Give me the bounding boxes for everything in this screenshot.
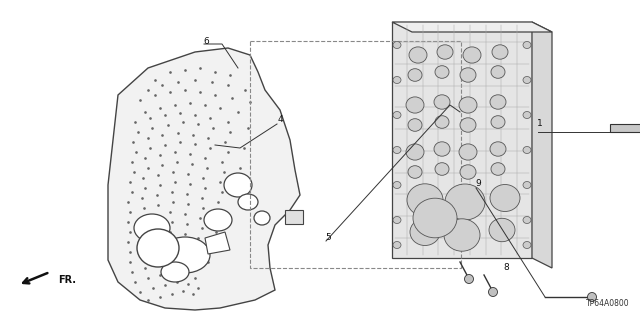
Ellipse shape bbox=[434, 95, 450, 109]
Ellipse shape bbox=[490, 184, 520, 211]
Circle shape bbox=[465, 275, 474, 284]
Ellipse shape bbox=[434, 142, 450, 156]
Ellipse shape bbox=[460, 118, 476, 132]
Ellipse shape bbox=[410, 219, 440, 246]
Ellipse shape bbox=[413, 198, 457, 238]
Ellipse shape bbox=[393, 77, 401, 84]
Ellipse shape bbox=[408, 69, 422, 81]
Bar bbox=[285, 210, 303, 224]
Ellipse shape bbox=[491, 116, 505, 128]
Ellipse shape bbox=[393, 112, 401, 118]
Ellipse shape bbox=[409, 47, 427, 63]
Ellipse shape bbox=[435, 66, 449, 78]
Ellipse shape bbox=[393, 146, 401, 153]
Ellipse shape bbox=[459, 144, 477, 160]
Ellipse shape bbox=[393, 41, 401, 48]
Ellipse shape bbox=[523, 41, 531, 48]
Ellipse shape bbox=[523, 241, 531, 249]
Ellipse shape bbox=[491, 163, 505, 175]
Ellipse shape bbox=[435, 163, 449, 175]
Polygon shape bbox=[108, 48, 300, 310]
Ellipse shape bbox=[137, 229, 179, 267]
Ellipse shape bbox=[406, 97, 424, 113]
Ellipse shape bbox=[523, 182, 531, 189]
Ellipse shape bbox=[238, 194, 258, 210]
Polygon shape bbox=[392, 22, 532, 258]
Ellipse shape bbox=[204, 209, 232, 231]
Ellipse shape bbox=[408, 166, 422, 178]
Ellipse shape bbox=[490, 95, 506, 109]
Text: 4: 4 bbox=[277, 115, 283, 124]
Ellipse shape bbox=[523, 146, 531, 153]
Text: FR.: FR. bbox=[58, 275, 76, 285]
Ellipse shape bbox=[407, 184, 443, 216]
Ellipse shape bbox=[254, 211, 270, 225]
Ellipse shape bbox=[460, 165, 476, 179]
Ellipse shape bbox=[224, 173, 252, 197]
Ellipse shape bbox=[408, 119, 422, 131]
Ellipse shape bbox=[463, 47, 481, 63]
Ellipse shape bbox=[444, 219, 480, 251]
Text: 8: 8 bbox=[503, 263, 509, 271]
Ellipse shape bbox=[393, 241, 401, 249]
Ellipse shape bbox=[523, 112, 531, 118]
Text: TP64A0800: TP64A0800 bbox=[586, 299, 630, 308]
Polygon shape bbox=[392, 22, 552, 32]
Circle shape bbox=[588, 293, 596, 301]
Ellipse shape bbox=[406, 144, 424, 160]
Ellipse shape bbox=[459, 97, 477, 113]
Ellipse shape bbox=[523, 217, 531, 224]
Ellipse shape bbox=[490, 142, 506, 156]
Circle shape bbox=[488, 287, 497, 296]
Ellipse shape bbox=[492, 45, 508, 59]
Polygon shape bbox=[205, 232, 230, 254]
Ellipse shape bbox=[491, 66, 505, 78]
Ellipse shape bbox=[437, 45, 453, 59]
Text: 9: 9 bbox=[475, 180, 481, 189]
Text: 6: 6 bbox=[203, 38, 209, 47]
Ellipse shape bbox=[393, 182, 401, 189]
Ellipse shape bbox=[489, 218, 515, 242]
Bar bbox=[250, 41, 461, 268]
Ellipse shape bbox=[523, 77, 531, 84]
Text: 1: 1 bbox=[537, 120, 543, 129]
Ellipse shape bbox=[161, 262, 189, 282]
Ellipse shape bbox=[460, 68, 476, 82]
Ellipse shape bbox=[160, 237, 210, 273]
Ellipse shape bbox=[393, 217, 401, 224]
Polygon shape bbox=[532, 22, 552, 268]
Ellipse shape bbox=[435, 116, 449, 128]
Text: 5: 5 bbox=[325, 234, 331, 242]
Bar bbox=[610, 124, 640, 132]
Ellipse shape bbox=[445, 184, 485, 220]
Ellipse shape bbox=[134, 214, 170, 242]
